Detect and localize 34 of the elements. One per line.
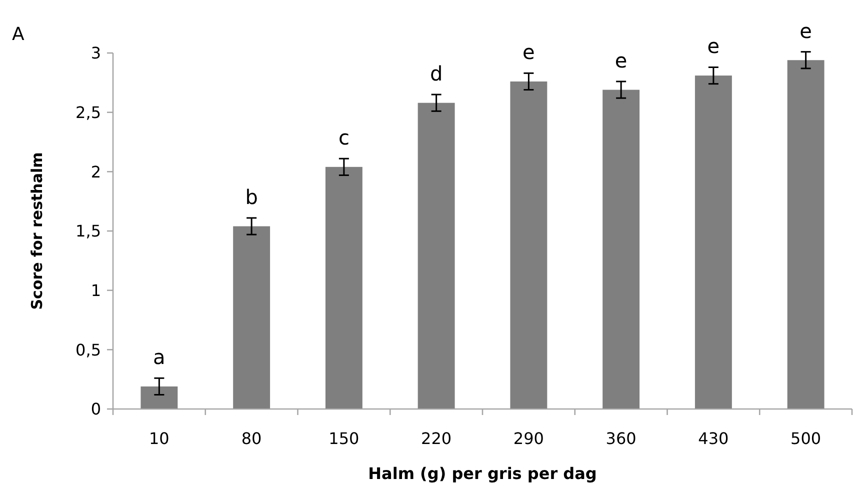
y-tick-label: 1 [90,280,101,300]
y-axis-title: Score for resthalm [28,152,46,310]
x-tick-label: 290 [513,429,544,448]
annotation: d [430,62,443,86]
bar [602,90,640,409]
bar [694,76,732,409]
annotation: e [614,48,628,72]
x-tick-label: 360 [606,429,636,448]
x-tick-label: 150 [328,429,360,448]
y-tick-label: 3 [90,44,101,63]
y-tick-label: 2 [90,162,101,182]
text: A [12,24,25,45]
bar [233,226,270,409]
annotation: b [245,184,258,209]
x-tick-label: 80 [241,429,262,448]
y-tick-label: 0,5 [76,340,101,360]
bar [510,81,548,409]
bar [140,386,178,409]
x-tick-label: 500 [790,429,822,448]
x-tick-label: 10 [149,429,170,448]
bar [787,60,824,409]
annotation: c [338,126,350,150]
y-tick-label: 0 [90,400,101,419]
annotation: e [707,34,720,58]
x-axis-title: Halm (g) per gris per dag [368,464,597,483]
bar [418,102,455,409]
x-tick-label: 220 [421,429,452,448]
annotation: e [522,40,535,64]
y-tick-label: 2,5 [76,102,101,122]
x-tick-label: 430 [698,429,729,448]
text: e [800,18,812,43]
annotation: a [153,345,166,370]
y-tick-label: 1,5 [76,222,101,241]
bar [325,166,362,409]
